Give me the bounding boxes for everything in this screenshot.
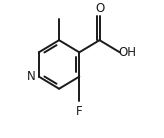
Text: O: O <box>95 2 104 15</box>
Text: N: N <box>27 70 36 83</box>
Text: OH: OH <box>118 46 136 59</box>
Text: F: F <box>76 104 83 117</box>
